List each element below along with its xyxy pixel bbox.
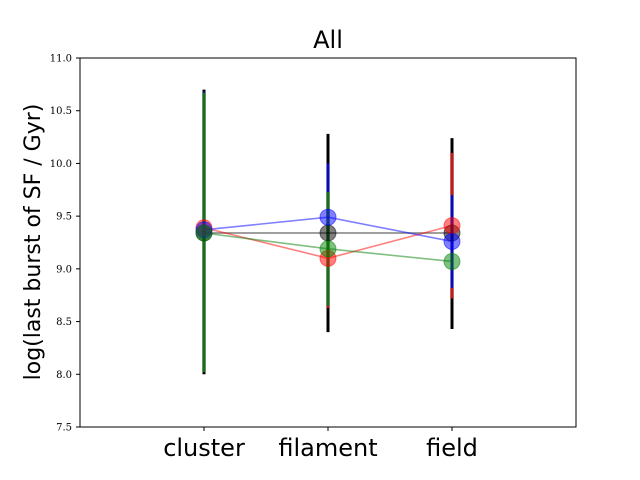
x-tick-label: field <box>426 434 478 462</box>
y-tick-label: 9.0 <box>56 264 72 275</box>
data-point <box>443 252 461 270</box>
y-tick-label: 8.5 <box>56 317 72 328</box>
y-tick-label: 8.0 <box>56 370 72 381</box>
data-point <box>443 232 461 250</box>
axes: 7.5 8.0 8.5 9.0 9.5 10.0 10.5 11.0 cluster filame… <box>50 54 577 462</box>
y-tick-label: 9.5 <box>56 212 72 223</box>
y-tick-label: 7.5 <box>56 423 72 434</box>
y-tick-label: 11.0 <box>50 54 72 65</box>
data-point <box>195 224 213 242</box>
data-point <box>319 224 337 242</box>
y-axis-label: log(last burst of SF / Gyr) <box>21 104 46 381</box>
data-point <box>443 217 461 235</box>
chart-title: All <box>313 26 343 54</box>
data-point <box>319 208 337 226</box>
plot-area <box>195 89 461 375</box>
y-tick-label: 10.0 <box>50 159 72 170</box>
x-tick-label: cluster <box>163 434 245 462</box>
y-tick-label: 10.5 <box>50 106 72 117</box>
x-tick-label: filament <box>278 434 377 462</box>
data-point <box>319 240 337 258</box>
